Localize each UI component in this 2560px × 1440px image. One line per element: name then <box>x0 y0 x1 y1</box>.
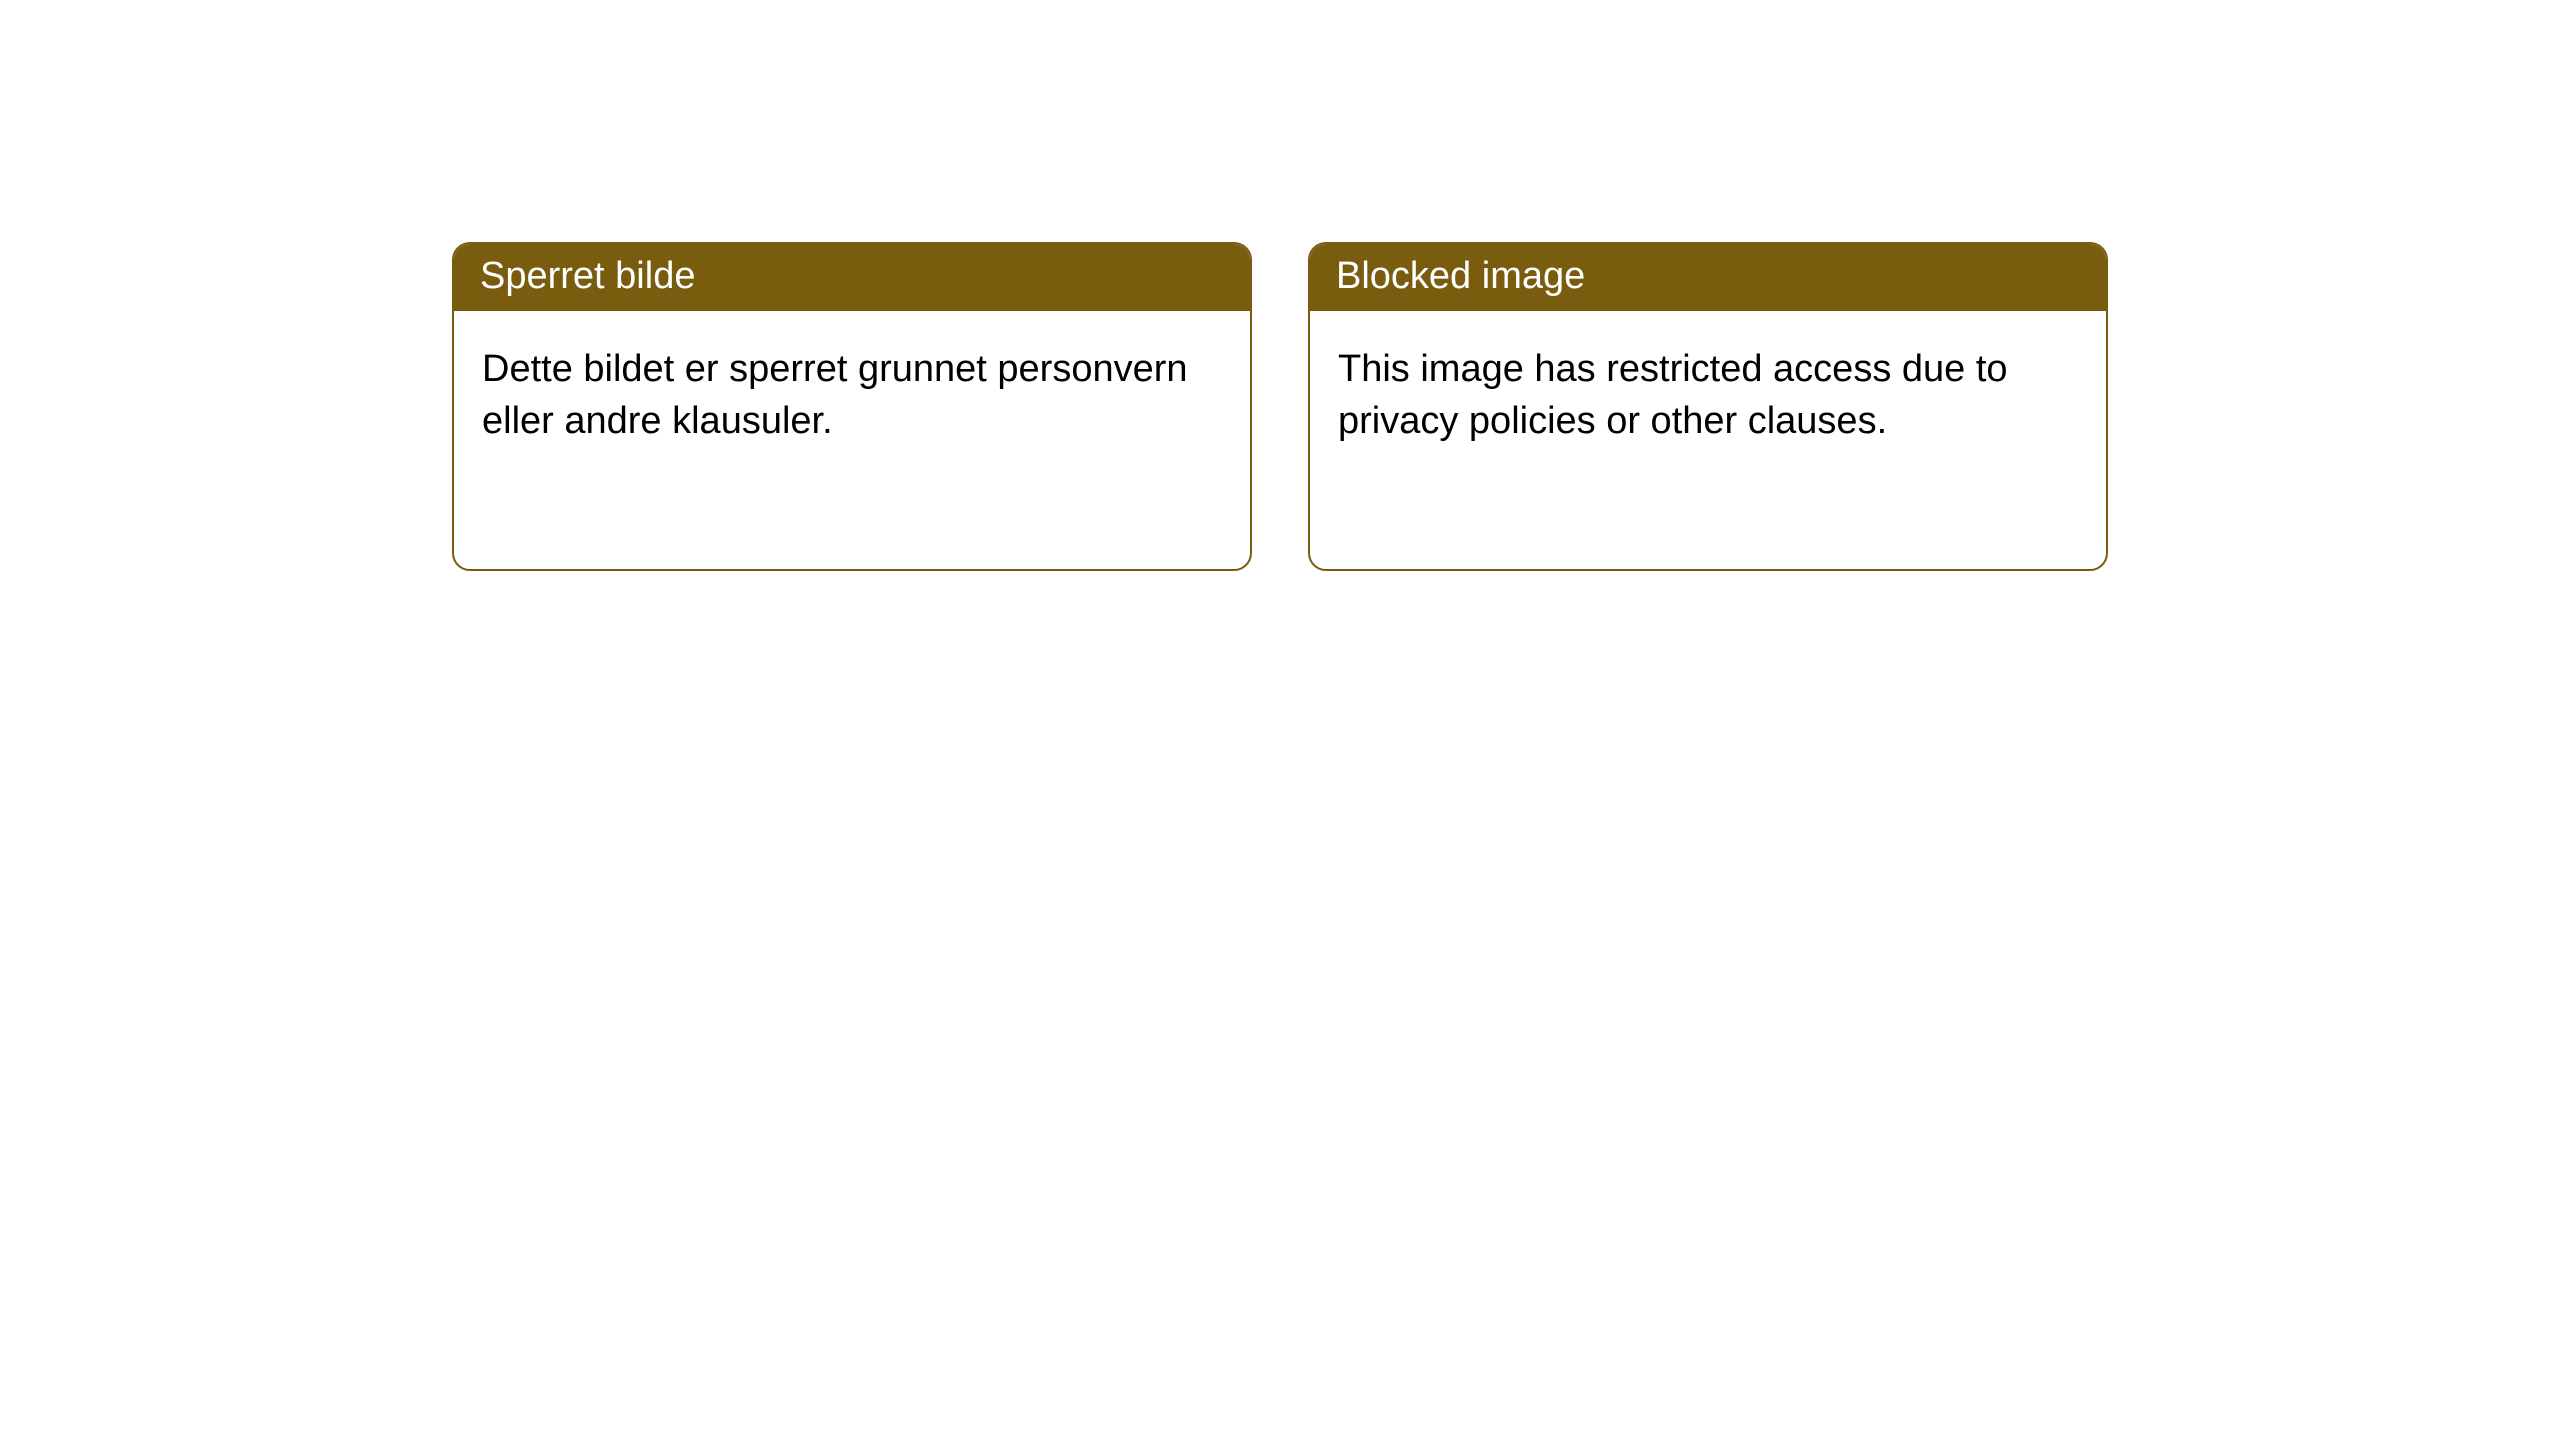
notice-body-text: This image has restricted access due to … <box>1338 348 2008 442</box>
notice-body-text: Dette bildet er sperret grunnet personve… <box>482 348 1188 442</box>
notice-header: Sperret bilde <box>454 244 1250 311</box>
notice-title: Sperret bilde <box>480 255 695 297</box>
notice-title: Blocked image <box>1336 255 1585 297</box>
notice-body: This image has restricted access due to … <box>1310 311 2106 569</box>
notice-card-english: Blocked image This image has restricted … <box>1308 242 2108 571</box>
notice-card-norwegian: Sperret bilde Dette bildet er sperret gr… <box>452 242 1252 571</box>
notice-header: Blocked image <box>1310 244 2106 311</box>
notice-container: Sperret bilde Dette bildet er sperret gr… <box>0 0 2560 571</box>
notice-body: Dette bildet er sperret grunnet personve… <box>454 311 1250 569</box>
